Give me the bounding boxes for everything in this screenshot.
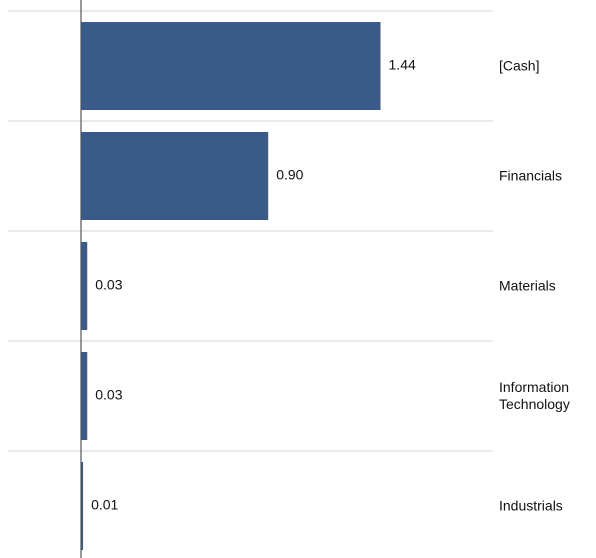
- category-label-3: Information Technology: [499, 379, 570, 412]
- category-label-0: [Cash]: [499, 58, 539, 74]
- category-label-line: Materials: [499, 278, 556, 294]
- category-labels: [Cash] Financials Materials Information Tech…: [499, 58, 570, 514]
- gridlines: [8, 10, 493, 452]
- bar-3: [81, 352, 88, 440]
- category-label-4: Industrials: [499, 498, 563, 514]
- category-label-line: Information: [499, 379, 569, 395]
- category-label-line: [Cash]: [499, 58, 539, 74]
- bars: [81, 22, 381, 550]
- value-label-4: 0.01: [91, 497, 118, 513]
- value-label-0: 1.44: [389, 57, 416, 73]
- category-label-1: Financials: [499, 168, 562, 184]
- value-label-3: 0.03: [95, 387, 122, 403]
- bar-2: [81, 242, 88, 330]
- category-label-line: Technology: [499, 396, 570, 412]
- category-label-line: Industrials: [499, 498, 563, 514]
- value-labels: 1.44 0.90 0.03 0.03 0.01: [91, 57, 416, 513]
- value-label-1: 0.90: [276, 167, 303, 183]
- bar-4: [81, 462, 84, 550]
- category-label-line: Financials: [499, 168, 562, 184]
- bar-0: [81, 22, 381, 110]
- category-label-2: Materials: [499, 278, 556, 294]
- value-label-2: 0.03: [95, 277, 122, 293]
- bar-1: [81, 132, 269, 220]
